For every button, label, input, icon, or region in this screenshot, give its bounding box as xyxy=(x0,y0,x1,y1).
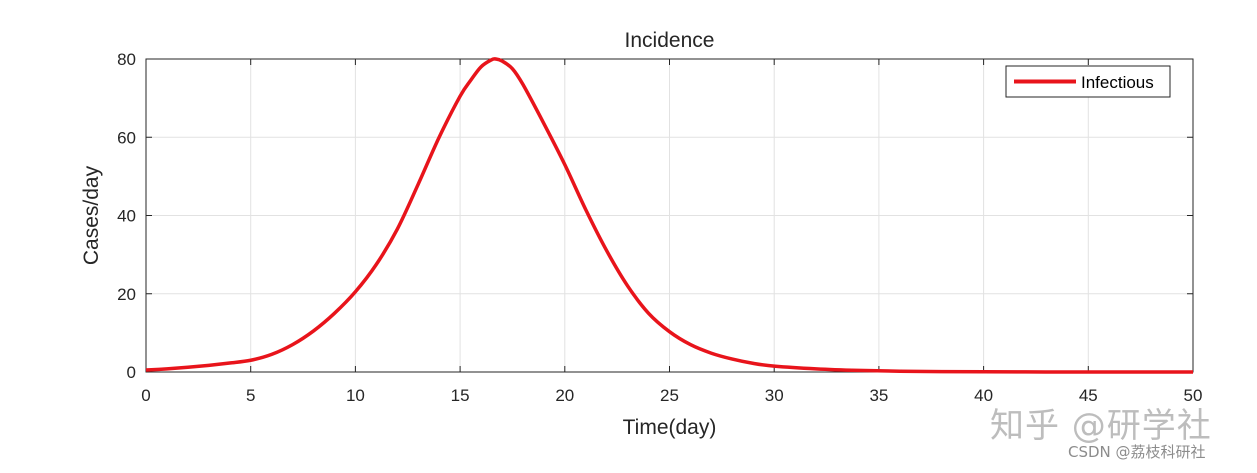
x-tick-label: 45 xyxy=(1079,386,1098,405)
y-tick-label: 20 xyxy=(117,285,136,304)
legend[interactable]: Infectious xyxy=(1005,65,1171,98)
x-tick-label: 25 xyxy=(660,386,679,405)
x-tick-label: 30 xyxy=(765,386,784,405)
x-tick-label: 0 xyxy=(141,386,150,405)
y-tick-label: 80 xyxy=(117,50,136,69)
x-tick-label: 15 xyxy=(451,386,470,405)
x-tick-label: 10 xyxy=(346,386,365,405)
y-tick-label: 0 xyxy=(127,363,136,382)
x-axis-title: Time(day) xyxy=(623,416,717,439)
axis-ticks: 0 5 10 15 20 25 30 35 40 45 50 0 20 40 60 80 xyxy=(117,50,1202,405)
y-tick-label: 40 xyxy=(117,207,136,226)
watermark-csdn: CSDN @荔枝科研社 xyxy=(1068,443,1206,461)
x-tick-label: 20 xyxy=(555,386,574,405)
series-line-infectious xyxy=(145,57,1193,374)
y-tick-label: 60 xyxy=(117,128,136,147)
x-tick-label: 35 xyxy=(869,386,888,405)
x-tick-label: 50 xyxy=(1184,386,1203,405)
x-tick-label: 5 xyxy=(246,386,255,405)
series-layer xyxy=(145,57,1193,374)
watermark-zhihu: 知乎 @研学社 xyxy=(990,406,1212,446)
legend-label-infectious: Infectious xyxy=(1081,73,1154,92)
grid-lines xyxy=(145,58,1194,373)
x-tick-label: 40 xyxy=(974,386,993,405)
chart-title: Incidence xyxy=(625,29,715,52)
y-axis-title: Cases/day xyxy=(80,165,103,265)
